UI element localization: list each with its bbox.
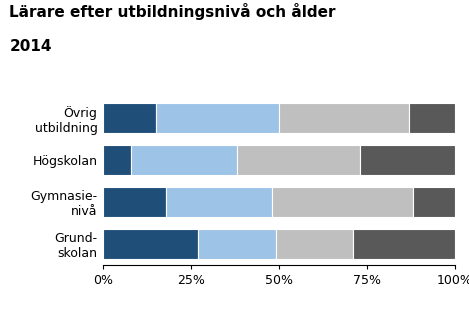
Text: Lärare efter utbildningsnivå och ålder: Lärare efter utbildningsnivå och ålder (9, 3, 336, 20)
Legend: -39, 40-49, 50-59, 60+: -39, 40-49, 50-59, 60+ (165, 318, 393, 323)
Bar (103, 145, 131, 175)
Bar (237, 145, 360, 175)
Bar (198, 229, 275, 259)
Bar (103, 187, 166, 217)
Bar (272, 187, 413, 217)
Bar (275, 229, 353, 259)
Bar (413, 187, 455, 217)
Bar (156, 103, 279, 133)
Bar (166, 187, 272, 217)
Bar (279, 103, 409, 133)
Bar (353, 229, 455, 259)
Bar (360, 145, 455, 175)
Text: 2014: 2014 (9, 39, 52, 54)
Bar (103, 229, 198, 259)
Bar (103, 103, 156, 133)
Bar (409, 103, 455, 133)
Bar (131, 145, 237, 175)
